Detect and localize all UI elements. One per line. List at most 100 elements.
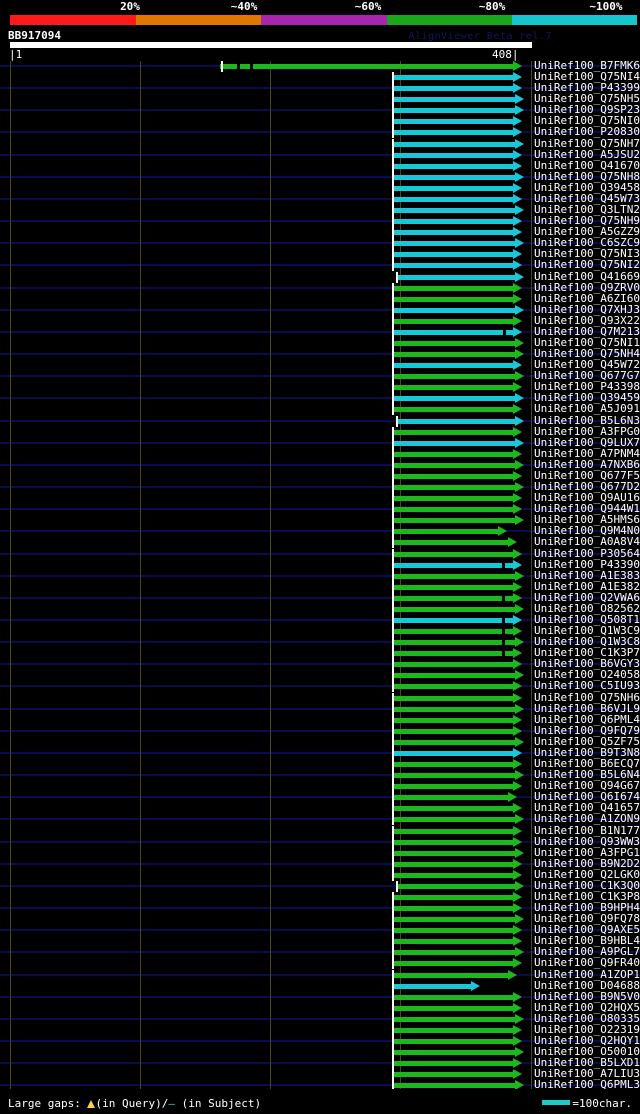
alignment-bar[interactable]: [392, 462, 515, 468]
hit-id-label[interactable]: UniRef100_B9HBL4: [534, 934, 640, 948]
hit-id-label[interactable]: UniRef100_Q93WW3: [534, 834, 640, 848]
hit-id-label[interactable]: UniRef100_A3FPG1: [534, 845, 640, 859]
alignment-row[interactable]: UniRef100_A1E382: [0, 580, 640, 593]
alignment-bar[interactable]: [396, 418, 515, 424]
alignment-bar[interactable]: [392, 739, 515, 745]
hit-id-label[interactable]: UniRef100_Q9M4N0: [534, 524, 640, 538]
hit-id-label[interactable]: UniRef100_A5JSU2: [534, 147, 640, 161]
alignment-bar[interactable]: [392, 861, 513, 867]
hit-id-label[interactable]: UniRef100_Q75NI2: [534, 258, 640, 272]
alignment-bar[interactable]: [392, 950, 515, 956]
alignment-row[interactable]: UniRef100_C1K3P7: [0, 647, 640, 660]
alignment-row[interactable]: UniRef100_B6VJL9: [0, 702, 640, 715]
hit-id-label[interactable]: UniRef100_A1ZOP1: [534, 967, 640, 981]
alignment-bar[interactable]: [392, 352, 515, 358]
alignment-bar[interactable]: [392, 684, 513, 690]
hit-id-label[interactable]: UniRef100_Q75NH7: [534, 136, 640, 150]
hit-id-label[interactable]: UniRef100_Q6I674: [534, 790, 640, 804]
alignment-bar[interactable]: [392, 850, 515, 856]
alignment-row[interactable]: UniRef100_Q6PML3: [0, 1078, 640, 1089]
alignment-bar[interactable]: [392, 762, 513, 768]
hit-id-label[interactable]: UniRef100_A3FPG0: [534, 424, 640, 438]
alignment-bar[interactable]: [392, 529, 498, 535]
alignment-bar[interactable]: [392, 86, 513, 92]
hit-id-label[interactable]: UniRef100_Q9FR40: [534, 956, 640, 970]
hit-id-label[interactable]: UniRef100_O22319: [534, 1022, 640, 1036]
alignment-row[interactable]: UniRef100_Q75NI1: [0, 337, 640, 349]
alignment-bar[interactable]: [392, 673, 515, 679]
alignment-bar[interactable]: [392, 507, 513, 513]
alignment-bar[interactable]: [392, 230, 513, 236]
alignment-row[interactable]: UniRef100_A6ZI60: [0, 292, 640, 305]
alignment-bar[interactable]: [392, 219, 513, 225]
alignment-bar[interactable]: [392, 895, 513, 900]
alignment-bar[interactable]: [392, 440, 515, 446]
hit-id-label[interactable]: UniRef100_P43398: [534, 380, 640, 394]
alignment-row[interactable]: UniRef100_B5LXD1: [0, 1056, 640, 1070]
alignment-row[interactable]: UniRef100_C5IU93: [0, 680, 640, 693]
alignment-row[interactable]: UniRef100_Q7XHJ3: [0, 303, 640, 316]
hit-id-label[interactable]: UniRef100_Q94G67: [534, 779, 640, 793]
alignment-row[interactable]: UniRef100_B7FMK6: [0, 61, 640, 72]
hit-id-label[interactable]: UniRef100_Q75NI3: [534, 247, 640, 261]
hit-id-label[interactable]: UniRef100_A9PGL7: [534, 945, 640, 959]
alignment-bar[interactable]: [392, 983, 471, 989]
alignment-bar[interactable]: [392, 208, 515, 214]
hit-id-label[interactable]: UniRef100_B6ECQ7: [534, 757, 640, 771]
alignment-row[interactable]: UniRef100_Q39459: [0, 391, 640, 405]
hit-id-label[interactable]: UniRef100_A1ZON9: [534, 812, 640, 826]
alignment-row[interactable]: UniRef100_Q9FR40: [0, 956, 640, 970]
alignment-bar[interactable]: [392, 872, 513, 878]
hit-id-label[interactable]: UniRef100_B5LXD1: [534, 1056, 640, 1070]
alignment-row[interactable]: UniRef100_Q9AU16: [0, 491, 640, 505]
hit-id-label[interactable]: UniRef100_Q9ZRV0: [534, 280, 640, 294]
hit-id-label[interactable]: UniRef100_Q39459: [534, 391, 640, 405]
alignment-bar[interactable]: [392, 595, 513, 601]
alignment-row[interactable]: UniRef100_Q2HQY1: [0, 1035, 640, 1048]
alignment-bar[interactable]: [220, 64, 513, 69]
hit-id-label[interactable]: UniRef100_Q75NI0: [534, 114, 640, 128]
alignment-row[interactable]: UniRef100_B6ECQ7: [0, 757, 640, 771]
alignment-bar[interactable]: [392, 773, 515, 779]
alignment-bar[interactable]: [392, 618, 513, 623]
alignment-row[interactable]: UniRef100_Q1W3C8: [0, 635, 640, 649]
alignment-row[interactable]: UniRef100_P20830: [0, 125, 640, 139]
hit-id-label[interactable]: UniRef100_Q9FQ78: [534, 912, 640, 926]
alignment-bar[interactable]: [392, 285, 513, 291]
alignment-row[interactable]: UniRef100_Q6I674: [0, 790, 640, 804]
hit-id-label[interactable]: UniRef100_Q1W3C8: [534, 635, 640, 649]
hit-id-label[interactable]: UniRef100_B9N2D2: [534, 856, 640, 870]
alignment-bar[interactable]: [392, 994, 513, 1000]
alignment-bar[interactable]: [392, 717, 513, 723]
hit-id-label[interactable]: UniRef100_P20830: [534, 125, 640, 139]
alignment-bar[interactable]: [392, 1027, 513, 1033]
hit-id-label[interactable]: UniRef100_B9N5V0: [534, 989, 640, 1003]
alignment-row[interactable]: UniRef100_Q75NH8: [0, 170, 640, 183]
alignment-bar[interactable]: [392, 75, 513, 81]
hit-id-label[interactable]: UniRef100_Q41669: [534, 269, 640, 283]
hit-id-label[interactable]: UniRef100_Q6PML3: [534, 1078, 640, 1089]
hit-id-label[interactable]: UniRef100_Q9SP23: [534, 103, 640, 117]
alignment-bar[interactable]: [392, 906, 513, 912]
alignment-bar[interactable]: [392, 196, 513, 202]
alignment-bar[interactable]: [392, 1005, 513, 1011]
hit-id-label[interactable]: UniRef100_B1N177: [534, 823, 640, 837]
hit-id-label[interactable]: UniRef100_B7FMK6: [534, 61, 640, 72]
hit-id-label[interactable]: UniRef100_O50010: [534, 1045, 640, 1059]
alignment-row[interactable]: UniRef100_B6VGY3: [0, 658, 640, 671]
alignment-row[interactable]: UniRef100_Q3LTN2: [0, 203, 640, 217]
hit-id-label[interactable]: UniRef100_Q75NH4: [534, 347, 640, 361]
alignment-row[interactable]: UniRef100_B5L6N4: [0, 769, 640, 782]
alignment-row[interactable]: UniRef100_Q9FQ79: [0, 724, 640, 737]
hit-id-label[interactable]: UniRef100_P43399: [534, 81, 640, 95]
alignment-row[interactable]: UniRef100_A7NXB6: [0, 458, 640, 471]
hit-id-label[interactable]: UniRef100_A1E383: [534, 568, 640, 582]
alignment-bar[interactable]: [392, 451, 513, 457]
alignment-row[interactable]: UniRef100_C6SZC9: [0, 237, 640, 250]
alignment-row[interactable]: UniRef100_Q9ZRV0: [0, 280, 640, 294]
hit-id-label[interactable]: UniRef100_Q9AU16: [534, 491, 640, 505]
alignment-bar[interactable]: [392, 728, 513, 734]
alignment-row[interactable]: UniRef100_Q9FQ78: [0, 912, 640, 926]
hit-id-label[interactable]: UniRef100_Q3LTN2: [534, 203, 640, 217]
alignment-row[interactable]: UniRef100_B9N5V0: [0, 989, 640, 1003]
